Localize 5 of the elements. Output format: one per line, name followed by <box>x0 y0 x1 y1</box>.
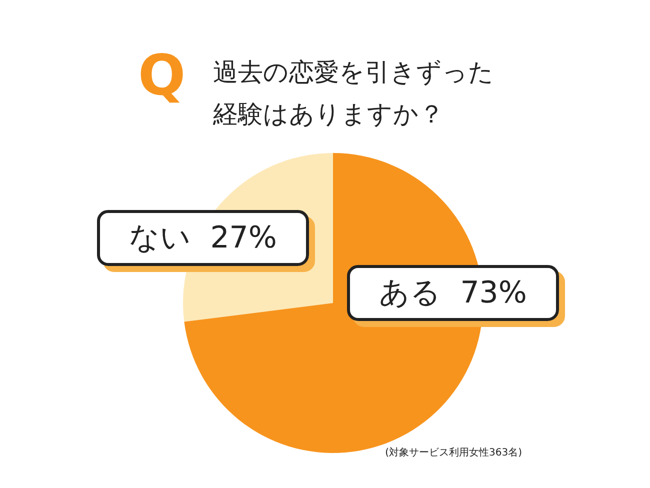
chart-title: 過去の恋愛を引きずった経験はありますか？ <box>212 58 494 128</box>
slice-label: ない 27% <box>129 220 277 256</box>
text: (対象サービス利用女性363名) <box>385 446 522 458</box>
slice-label: ある 73% <box>379 276 527 310</box>
text: Q <box>138 44 186 108</box>
